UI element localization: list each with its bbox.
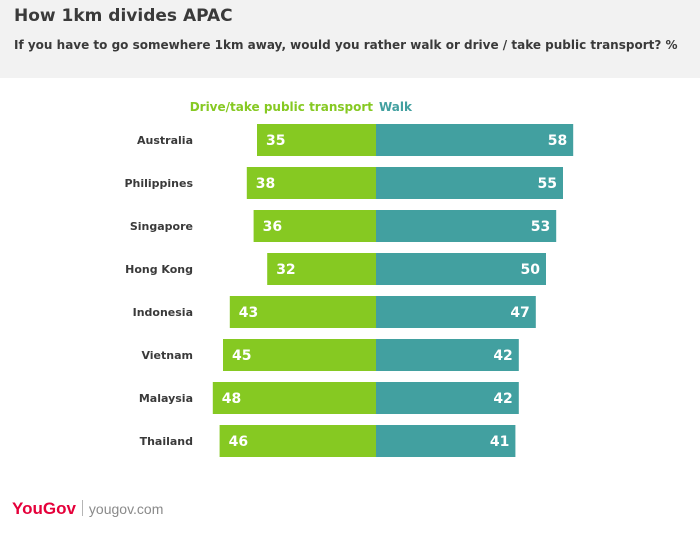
chart-title: How 1km divides APAC [14, 6, 233, 26]
data-label-walk: 55 [538, 176, 557, 192]
bar-walk [376, 425, 516, 457]
data-label-drive: 46 [229, 434, 248, 450]
data-label-walk: 53 [531, 219, 550, 235]
category-label: Singapore [130, 220, 193, 233]
category-label: Australia [137, 134, 193, 147]
footer-site: yougov.com [88, 501, 164, 517]
category-label: Vietnam [141, 349, 193, 362]
data-label-walk: 41 [490, 434, 509, 450]
category-label: Malaysia [139, 392, 193, 405]
bar-walk [376, 296, 536, 328]
footer-divider [81, 500, 83, 516]
bar-drive [253, 210, 376, 242]
yougov-logo: YouGov [12, 499, 76, 518]
legend-walk: Walk [379, 100, 413, 114]
bar-walk [376, 382, 519, 414]
data-label-drive: 43 [239, 305, 258, 321]
legend-drive: Drive/take public transport [190, 100, 374, 114]
data-label-drive: 48 [222, 391, 241, 407]
chart-subtitle: If you have to go somewhere 1km away, wo… [14, 38, 678, 52]
bar-walk [376, 253, 546, 285]
bar-drive [223, 339, 376, 371]
data-label-drive: 38 [256, 176, 275, 192]
bar-drive [267, 253, 376, 285]
bar-walk [376, 167, 563, 199]
bar-drive [257, 124, 376, 156]
data-label-walk: 42 [493, 391, 512, 407]
data-label-walk: 47 [510, 305, 529, 321]
bar-drive [246, 167, 376, 199]
chart-header: How 1km divides APAC If you have to go s… [0, 0, 700, 78]
data-label-drive: 35 [266, 133, 285, 149]
category-label: Thailand [140, 435, 193, 448]
bar-drive [212, 382, 376, 414]
data-label-walk: 42 [493, 348, 512, 364]
category-label: Hong Kong [125, 263, 193, 276]
bar-drive [219, 425, 376, 457]
data-label-walk: 50 [521, 262, 541, 278]
data-label-drive: 45 [232, 348, 251, 364]
bar-walk [376, 124, 574, 156]
bar-walk [376, 210, 557, 242]
data-label-walk: 58 [548, 133, 567, 149]
bar-walk [376, 339, 519, 371]
category-label: Philippines [124, 177, 193, 190]
category-label: Indonesia [133, 306, 193, 319]
bar-drive [229, 296, 376, 328]
data-label-drive: 36 [263, 219, 282, 235]
diverging-bar-chart: Drive/take public transport Walk Australia… [124, 100, 574, 457]
data-label-drive: 32 [276, 262, 295, 278]
footer: YouGov yougov.com [12, 499, 163, 519]
